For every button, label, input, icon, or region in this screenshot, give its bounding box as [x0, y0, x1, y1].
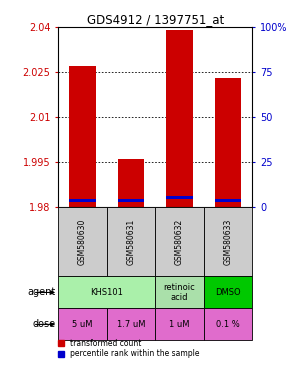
Bar: [58, 207, 106, 276]
Bar: [117, 159, 144, 207]
Text: KHS101: KHS101: [90, 288, 123, 297]
Legend: transformed count, percentile rank within the sample: transformed count, percentile rank withi…: [58, 339, 200, 359]
Bar: [117, 199, 144, 202]
Text: DMSO: DMSO: [215, 288, 241, 297]
Text: dose: dose: [33, 319, 56, 329]
Text: GSM580632: GSM580632: [175, 218, 184, 265]
Bar: [155, 308, 204, 340]
Text: agent: agent: [28, 288, 56, 298]
Text: 1 uM: 1 uM: [169, 320, 190, 329]
Text: GSM580631: GSM580631: [126, 218, 135, 265]
Title: GDS4912 / 1397751_at: GDS4912 / 1397751_at: [86, 13, 224, 26]
Bar: [106, 207, 155, 276]
Bar: [204, 276, 252, 308]
Text: 1.7 uM: 1.7 uM: [117, 320, 145, 329]
Bar: [58, 308, 106, 340]
Bar: [204, 308, 252, 340]
Bar: [69, 66, 96, 207]
Bar: [204, 207, 252, 276]
Bar: [166, 30, 193, 207]
Text: 0.1 %: 0.1 %: [216, 320, 240, 329]
Bar: [69, 199, 96, 202]
Bar: [155, 276, 204, 308]
Bar: [58, 276, 155, 308]
Bar: [106, 308, 155, 340]
Bar: [215, 78, 241, 207]
Text: GSM580630: GSM580630: [78, 218, 87, 265]
Bar: [215, 199, 241, 202]
Text: retinoic
acid: retinoic acid: [164, 283, 195, 302]
Bar: [155, 207, 204, 276]
Bar: [166, 196, 193, 199]
Text: 5 uM: 5 uM: [72, 320, 93, 329]
Text: GSM580633: GSM580633: [224, 218, 233, 265]
